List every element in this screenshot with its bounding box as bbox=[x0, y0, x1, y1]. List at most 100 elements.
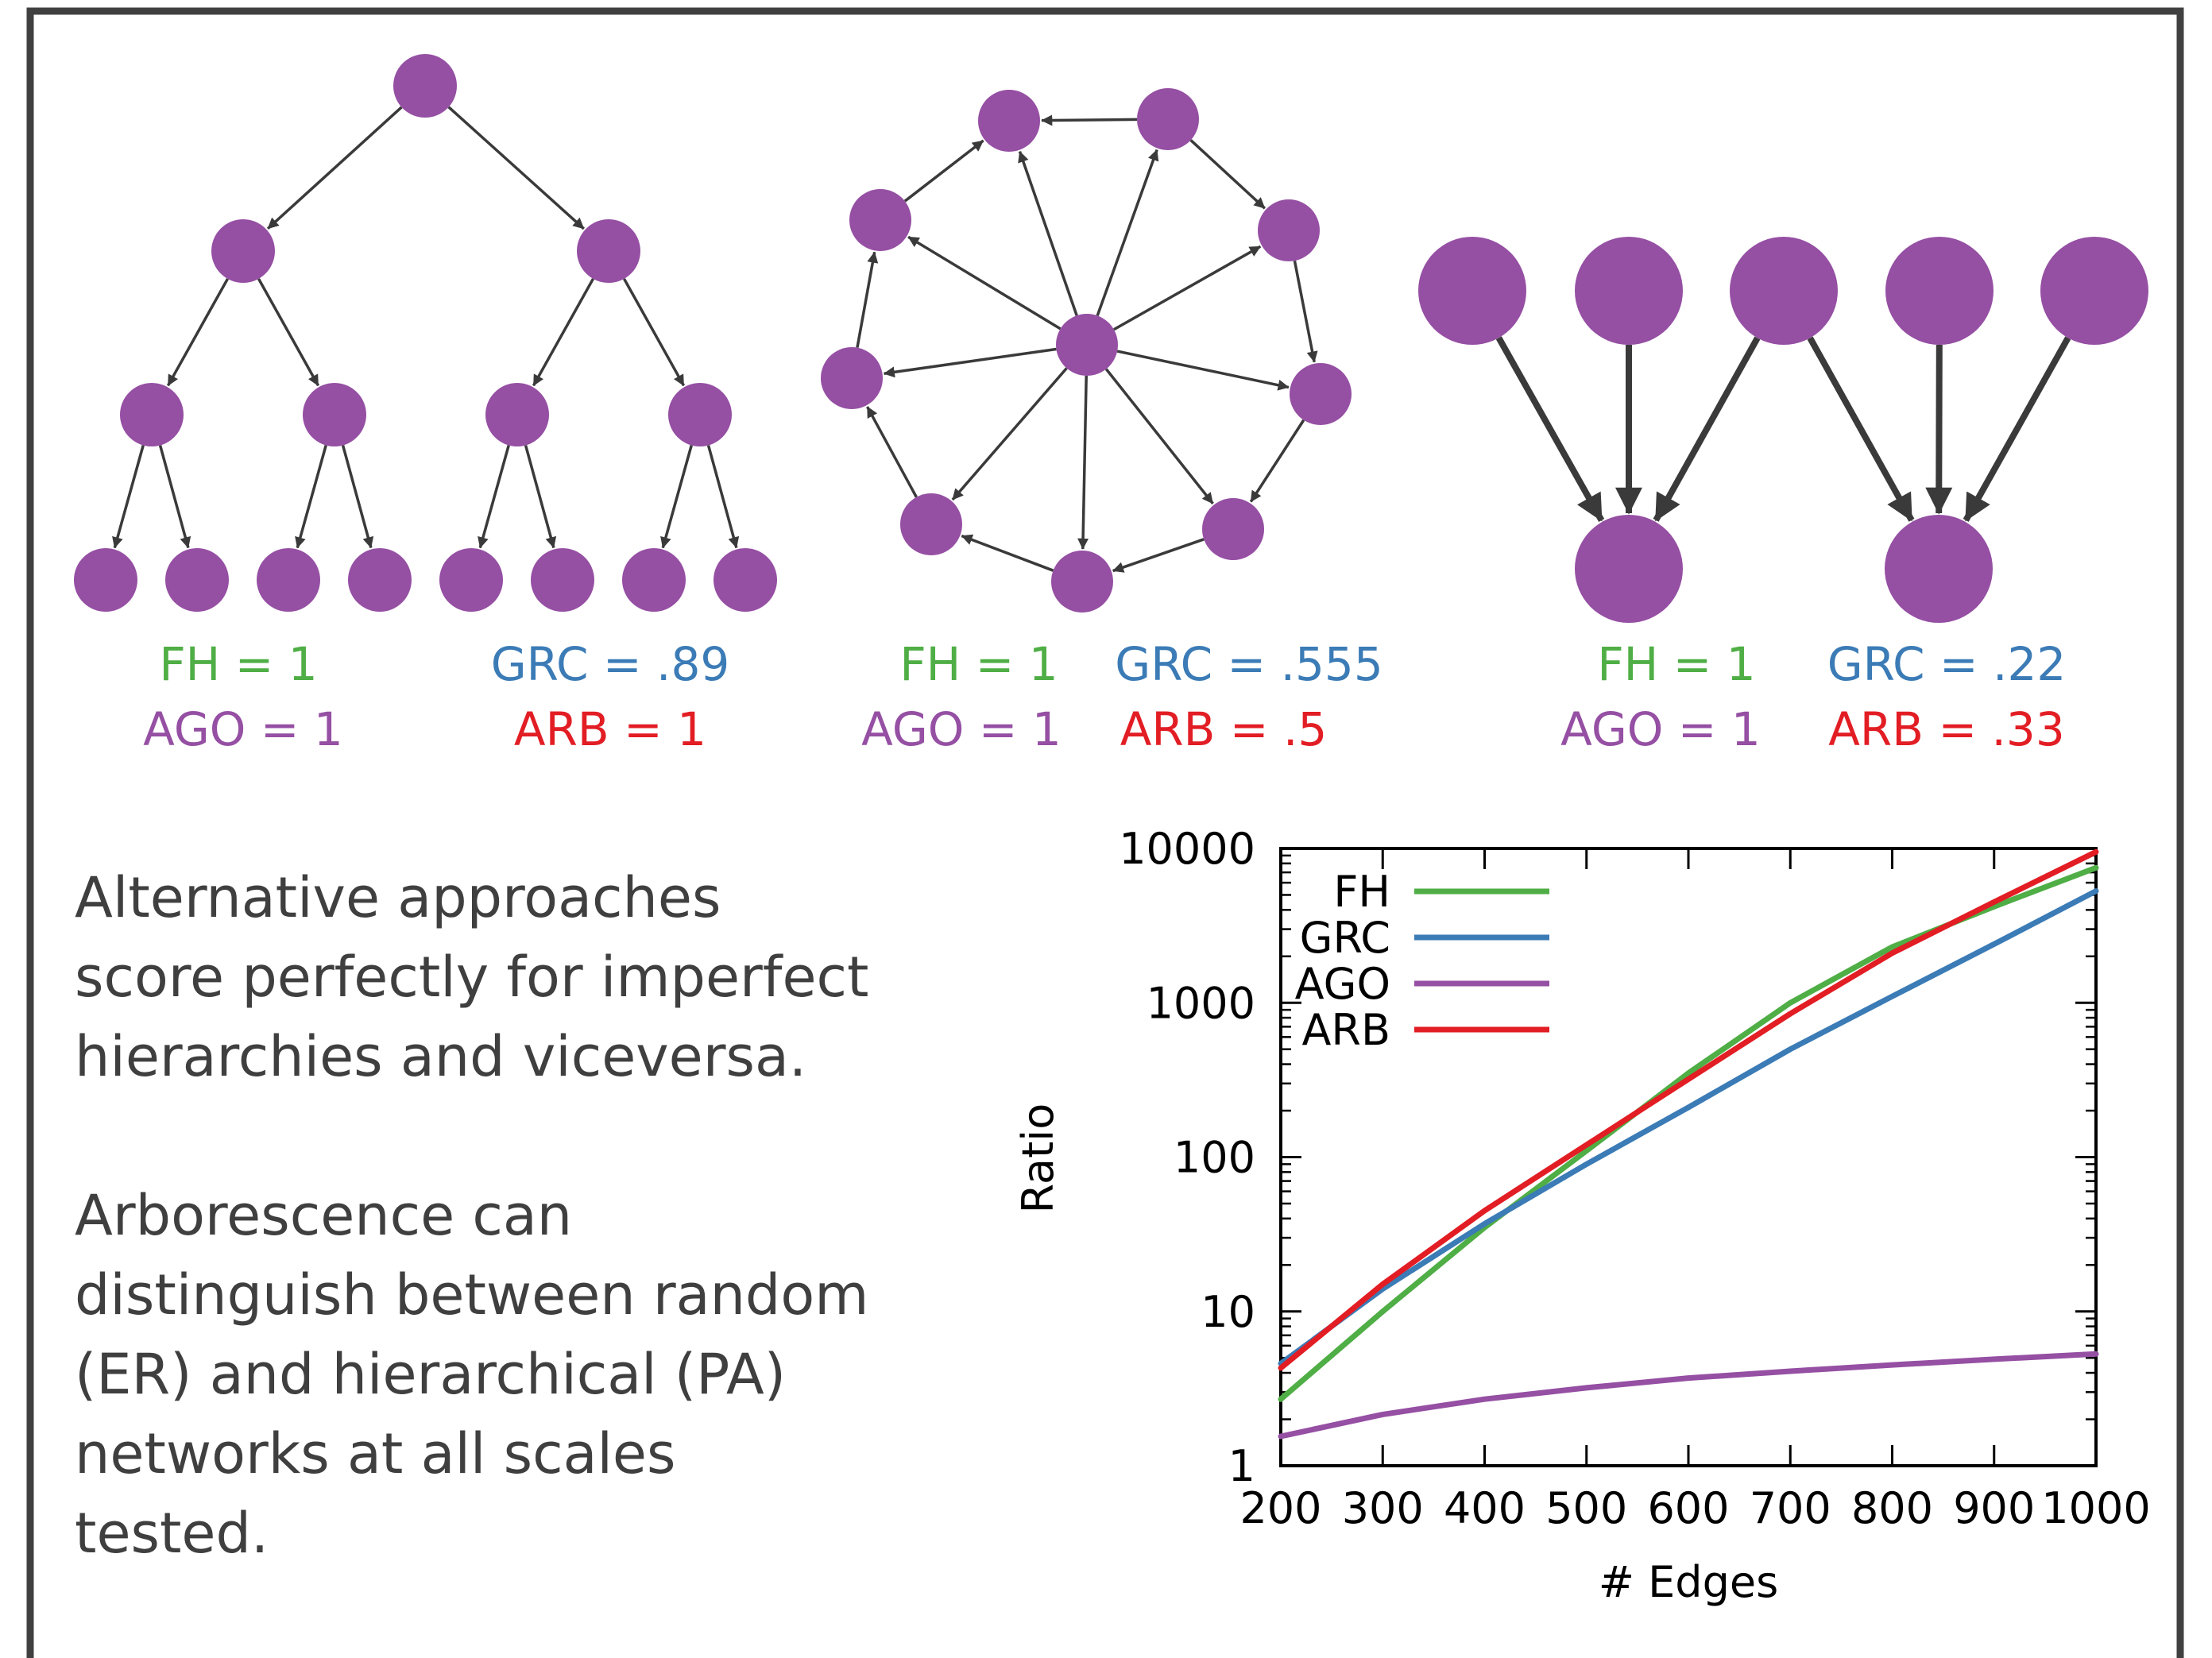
star-edge bbox=[1293, 260, 1318, 363]
bipartite-diagram bbox=[1418, 237, 2148, 623]
para1-line3: hierarchies and viceversa. bbox=[75, 1024, 806, 1089]
series-line-ago bbox=[1278, 1351, 2099, 1440]
x-tick-label: 600 bbox=[1647, 1483, 1729, 1533]
binary-tree-diagram bbox=[74, 54, 777, 612]
y-axis-label: Ratio bbox=[1013, 1103, 1063, 1214]
tree-edge bbox=[341, 445, 374, 549]
x-tick-label: 400 bbox=[1444, 1483, 1526, 1533]
tree-node bbox=[485, 383, 549, 446]
para2-line5: tested. bbox=[75, 1501, 269, 1566]
tree-arb-label: ARB = 1 bbox=[514, 702, 706, 756]
star-edge bbox=[1112, 538, 1205, 573]
bip-node bbox=[1575, 515, 1683, 623]
star-edge bbox=[1018, 151, 1078, 316]
tree-edge bbox=[622, 278, 686, 387]
x-tick-label: 900 bbox=[1953, 1483, 2035, 1533]
para1-line2: score perfectly for imperfect bbox=[75, 945, 868, 1010]
star-node bbox=[900, 493, 962, 555]
star-cycle-diagram bbox=[821, 88, 1352, 613]
tree-edge bbox=[257, 278, 320, 387]
y-tick-label: 1000 bbox=[1147, 978, 1255, 1028]
star-edge bbox=[951, 367, 1068, 501]
x-tick-label: 700 bbox=[1750, 1483, 1831, 1533]
tree-edge bbox=[532, 278, 595, 387]
tree-node bbox=[668, 383, 732, 446]
tree-edge bbox=[660, 445, 693, 549]
legend-label-arb: ARB bbox=[1301, 1005, 1390, 1055]
bip-edge bbox=[1807, 336, 1915, 522]
bip-arb-label: ARB = .33 bbox=[1828, 702, 2064, 756]
tree-node bbox=[348, 548, 412, 612]
star-metrics: FH = 1 GRC = .555 AGO = 1 ARB = .5 bbox=[861, 637, 1383, 756]
y-tick-label: 100 bbox=[1174, 1133, 1255, 1183]
bip-node bbox=[1418, 237, 1526, 345]
star-arb-label: ARB = .5 bbox=[1120, 702, 1328, 756]
slide-frame bbox=[26, 7, 2184, 1658]
x-tick-label: 300 bbox=[1342, 1483, 1424, 1533]
tree-node bbox=[211, 219, 275, 283]
star-node bbox=[1137, 88, 1199, 150]
para2-line2: distinguish between random bbox=[75, 1262, 868, 1328]
star-edge bbox=[1077, 375, 1089, 550]
tree-node bbox=[257, 548, 320, 612]
bip-node bbox=[1575, 237, 1683, 345]
star-ago-label: AGO = 1 bbox=[861, 702, 1062, 756]
x-tick-label: 1000 bbox=[2041, 1483, 2150, 1533]
tree-node bbox=[303, 383, 366, 446]
tree-node bbox=[120, 383, 184, 446]
bip-node bbox=[1885, 515, 1993, 623]
legend-label-grc: GRC bbox=[1300, 913, 1390, 963]
para2-line1: Arborescence can bbox=[75, 1183, 572, 1248]
bip-node bbox=[1730, 237, 1838, 345]
bip-edge bbox=[1495, 336, 1605, 522]
tree-ago-label: AGO = 1 bbox=[143, 702, 343, 756]
star-node bbox=[1051, 551, 1113, 613]
y-tick-label: 1 bbox=[1228, 1441, 1255, 1491]
tree-node bbox=[531, 548, 594, 612]
star-edge bbox=[866, 406, 918, 498]
bipartite-metrics: FH = 1 GRC = .22 AGO = 1 ARB = .33 bbox=[1560, 637, 2066, 756]
tree-edge bbox=[266, 106, 403, 230]
star-node bbox=[1290, 363, 1352, 425]
tree-node bbox=[165, 548, 229, 612]
chart-lines bbox=[1278, 848, 2099, 1440]
star-grc-label: GRC = .555 bbox=[1115, 637, 1382, 691]
star-edge bbox=[1113, 245, 1262, 331]
tree-fh-label: FH = 1 bbox=[159, 637, 317, 691]
star-edge bbox=[1249, 419, 1305, 503]
star-edge bbox=[961, 534, 1054, 572]
ratio-chart: 200 300 400 500 600 700 800 900 1000110100100010… bbox=[1013, 824, 2151, 1607]
star-node bbox=[849, 189, 911, 251]
tree-edge bbox=[706, 445, 740, 549]
x-tick-label: 500 bbox=[1545, 1483, 1627, 1533]
series-line-arb bbox=[1278, 848, 2099, 1371]
bip-grc-label: GRC = .22 bbox=[1827, 637, 2067, 691]
series-line-grc bbox=[1278, 888, 2099, 1366]
plot-area bbox=[1279, 847, 2098, 1467]
x-tick-label: 200 bbox=[1239, 1483, 1321, 1533]
description-text: Alternative approaches score perfectly f… bbox=[75, 865, 868, 1566]
para1-line1: Alternative approaches bbox=[75, 865, 721, 930]
tree-edge bbox=[166, 278, 230, 387]
series-line-fh bbox=[1278, 864, 2099, 1402]
legend-label-ago: AGO bbox=[1295, 959, 1390, 1009]
star-edge bbox=[1041, 114, 1138, 126]
tree-node bbox=[393, 54, 457, 118]
tree-edge bbox=[478, 445, 510, 549]
chart-ticks: 200 300 400 500 600 700 800 900 1000110100100010… bbox=[1119, 824, 2151, 1533]
star-edge bbox=[856, 251, 879, 348]
para2-line4: networks at all scales bbox=[75, 1421, 675, 1486]
star-node bbox=[1258, 199, 1320, 261]
tree-edge bbox=[158, 445, 191, 549]
star-edge bbox=[903, 139, 984, 203]
tree-node bbox=[577, 219, 640, 283]
tree-edge bbox=[447, 106, 585, 230]
bip-edge bbox=[1963, 336, 2071, 522]
bip-node bbox=[2040, 237, 2148, 345]
bip-node bbox=[1885, 237, 1994, 345]
star-edge bbox=[1116, 350, 1290, 391]
tree-grc-label: GRC = .89 bbox=[491, 637, 730, 691]
y-tick-label: 10000 bbox=[1119, 824, 1255, 874]
